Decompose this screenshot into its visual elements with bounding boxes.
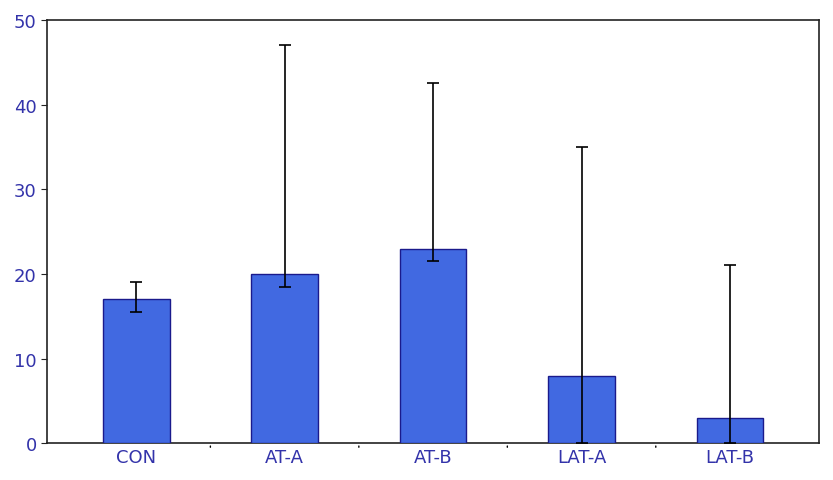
Bar bbox=[548, 376, 615, 444]
Bar bbox=[102, 300, 170, 444]
Bar bbox=[400, 249, 466, 444]
Bar bbox=[696, 418, 763, 444]
Bar bbox=[252, 275, 318, 444]
